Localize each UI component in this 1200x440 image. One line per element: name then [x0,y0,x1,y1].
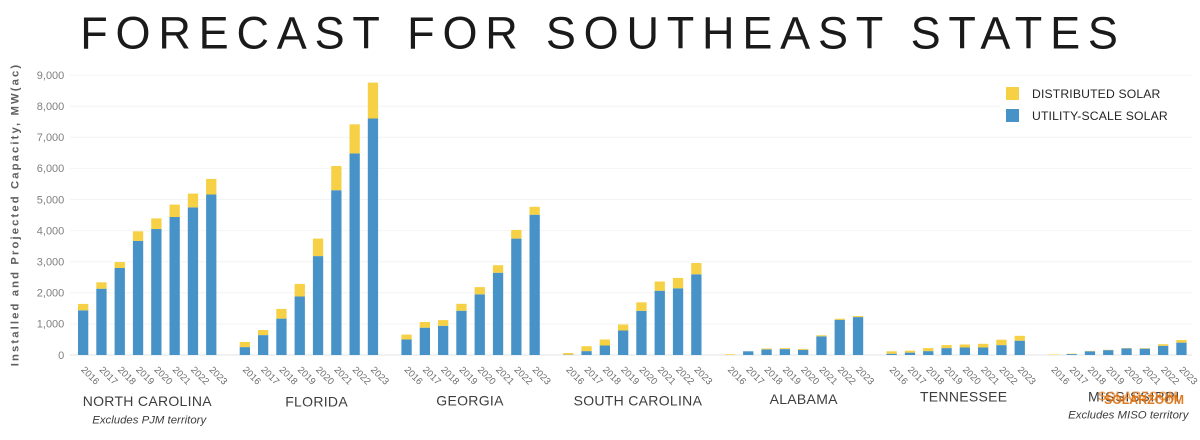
svg-text:Excludes PJM territory: Excludes PJM territory [92,415,207,427]
svg-text:2,000: 2,000 [37,288,65,300]
svg-text:NORTH CAROLINA: NORTH CAROLINA [83,393,213,409]
svg-text:1,000: 1,000 [37,319,65,331]
svg-text:5,000: 5,000 [37,194,65,206]
svg-text:Installed and Projected Capaci: Installed and Projected Capacity, MW(ac) [10,63,22,367]
svg-text:GEORGIA: GEORGIA [436,393,504,409]
svg-text:TENNESSEE: TENNESSEE [920,388,1008,404]
svg-text:Excludes MISO territory: Excludes MISO territory [1068,410,1190,422]
svg-text:9,000: 9,000 [37,70,65,82]
svg-text:3,000: 3,000 [37,257,65,269]
svg-text:8,000: 8,000 [37,101,65,113]
svg-text:FORECAST FOR SOUTHEAST STATES: FORECAST FOR SOUTHEAST STATES [80,8,1125,59]
svg-text:4,000: 4,000 [37,225,65,237]
svg-text:SOUTH CAROLINA: SOUTH CAROLINA [574,393,703,409]
svg-text:DISTRIBUTED SOLAR: DISTRIBUTED SOLAR [1032,87,1161,101]
svg-text:0: 0 [58,350,64,362]
svg-text:7,000: 7,000 [37,132,65,144]
svg-text:UTILITY-SCALE SOLAR: UTILITY-SCALE SOLAR [1032,109,1168,123]
svg-text:SOLARZOOM: SOLARZOOM [1104,392,1184,407]
svg-text:ALABAMA: ALABAMA [770,391,839,407]
svg-text:6,000: 6,000 [37,163,65,175]
svg-text:FLORIDA: FLORIDA [285,393,348,409]
